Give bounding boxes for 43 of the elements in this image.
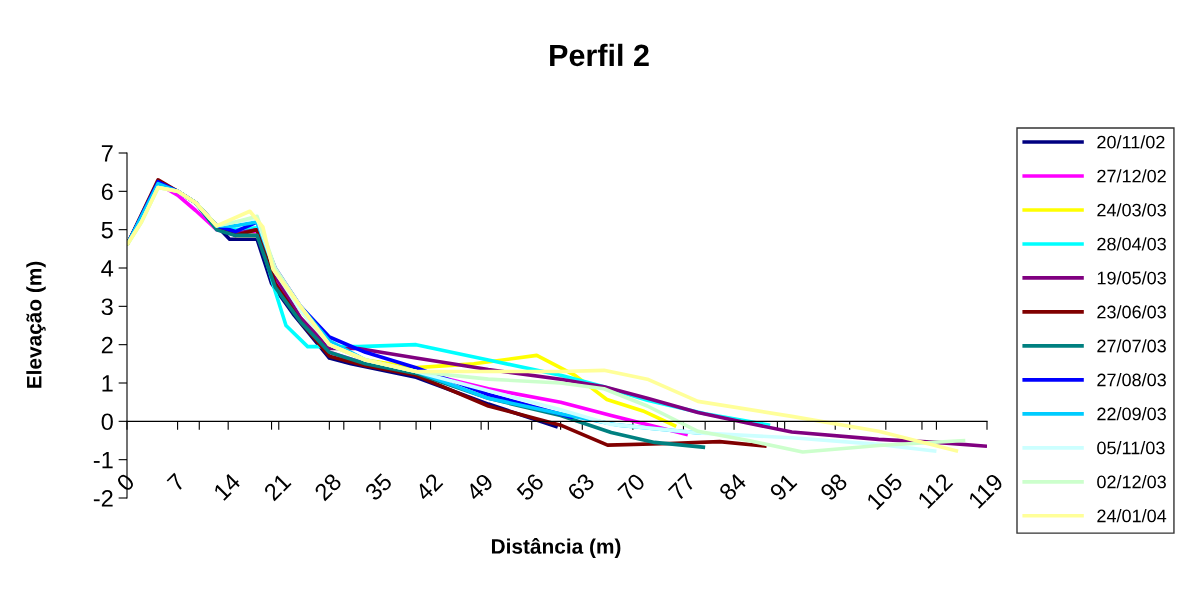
legend-label: 28/04/03 <box>1097 237 1166 251</box>
y-tick-label: 1 <box>102 375 113 392</box>
y-tick-label: 6 <box>101 183 113 201</box>
y-tick-label: 3 <box>101 298 113 316</box>
x-tick-label: 49 <box>464 472 495 502</box>
x-tick-label: 42 <box>414 472 444 502</box>
x-tick-label: 98 <box>819 472 849 502</box>
x-tick-label: 56 <box>515 472 545 502</box>
x-tick-label: 0 <box>115 472 136 493</box>
x-tick-label: 112 <box>917 472 954 509</box>
legend-label: 22/09/03 <box>1097 407 1166 421</box>
legend-label: 24/03/03 <box>1097 203 1166 217</box>
legend-label: 02/12/03 <box>1097 475 1166 489</box>
chart-title: Perfil 2 <box>550 43 649 67</box>
y-tick-label: -1 <box>93 451 113 469</box>
x-tick-label: 35 <box>363 472 394 502</box>
x-tick-label: 119 <box>967 472 1004 509</box>
legend-label: 05/11/03 <box>1097 441 1165 455</box>
x-axis-title: Distância (m) <box>491 538 621 558</box>
y-tick-label: 7 <box>101 145 113 162</box>
x-tick-label: 28 <box>313 472 343 502</box>
x-tick-label: 14 <box>213 472 242 501</box>
legend-label: 24/01/04 <box>1097 509 1167 523</box>
legend-label: 27/12/02 <box>1097 169 1166 183</box>
y-tick-label: 2 <box>101 336 113 354</box>
legend-label: 20/11/02 <box>1097 135 1165 149</box>
x-tick-label: 70 <box>617 472 646 502</box>
y-tick-label: 5 <box>101 221 113 239</box>
x-tick-label: 21 <box>262 472 292 502</box>
x-tick-label: 7 <box>166 472 186 492</box>
y-tick-label: 0 <box>101 413 113 431</box>
y-tick-label: -2 <box>93 490 113 507</box>
legend-label: 19/05/03 <box>1097 271 1166 285</box>
y-tick-label: 4 <box>101 260 114 277</box>
x-tick-label: 63 <box>566 472 596 502</box>
legend-label: 27/08/03 <box>1097 373 1166 387</box>
x-tick-label: 77 <box>667 472 697 502</box>
y-axis-title: Elevação (m) <box>26 261 46 388</box>
x-tick-label: 84 <box>718 472 748 502</box>
x-tick-label: 91 <box>768 472 798 502</box>
x-tick-label: 105 <box>865 472 904 511</box>
legend-label: 23/06/03 <box>1097 305 1166 319</box>
legend-label: 27/07/03 <box>1097 339 1166 353</box>
